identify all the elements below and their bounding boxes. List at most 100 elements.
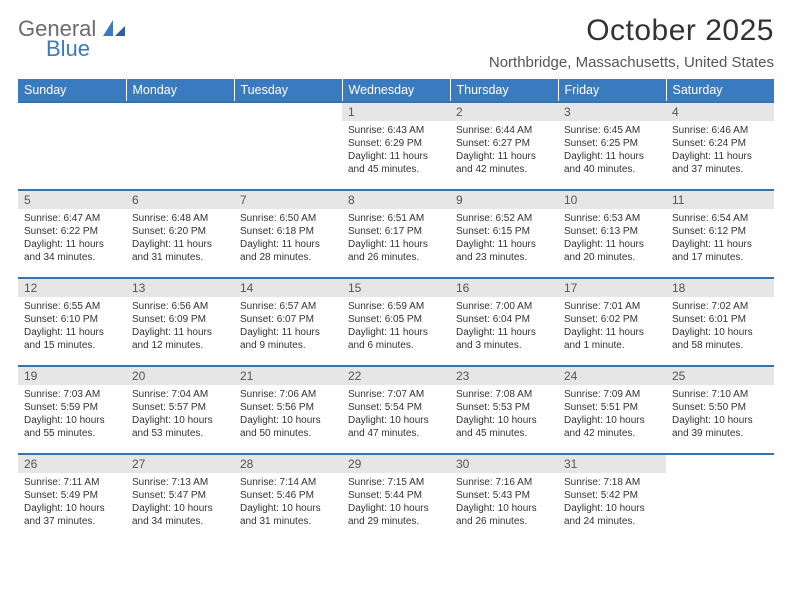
day-details: Sunrise: 7:04 AMSunset: 5:57 PMDaylight:… (126, 385, 234, 444)
day-details: Sunrise: 7:16 AMSunset: 5:43 PMDaylight:… (450, 473, 558, 532)
day-details: Sunrise: 6:57 AMSunset: 6:07 PMDaylight:… (234, 297, 342, 356)
day-cell: 16 Sunrise: 7:00 AMSunset: 6:04 PMDayligh… (450, 278, 558, 366)
daylight-text-2: and 42 minutes. (564, 427, 660, 440)
sunrise-text: Sunrise: 6:44 AM (456, 124, 552, 137)
sunset-text: Sunset: 5:43 PM (456, 489, 552, 502)
week-row: 26Sunrise: 7:11 AMSunset: 5:49 PMDayligh… (18, 454, 774, 542)
day-details: Sunrise: 6:56 AMSunset: 6:09 PMDaylight:… (126, 297, 234, 356)
daylight-text-1: Daylight: 11 hours (564, 326, 660, 339)
day-cell: 10Sunrise: 6:53 AMSunset: 6:13 PMDayligh… (558, 190, 666, 278)
day-cell: 26Sunrise: 7:11 AMSunset: 5:49 PMDayligh… (18, 454, 126, 542)
daylight-text-2: and 58 minutes. (672, 339, 768, 352)
sunset-text: Sunset: 6:15 PM (456, 225, 552, 238)
daylight-text-2: and 55 minutes. (24, 427, 120, 440)
daylight-text-1: Daylight: 11 hours (348, 326, 444, 339)
daylight-text-1: Daylight: 10 hours (348, 414, 444, 427)
week-row: 1Sunrise: 6:43 AMSunset: 6:29 PMDaylight… (18, 102, 774, 190)
day-details: Sunrise: 7:08 AMSunset: 5:53 PMDaylight:… (450, 385, 558, 444)
day-number: 14 (234, 279, 342, 297)
day-number: 25 (666, 367, 774, 385)
day-number: 12 (18, 279, 126, 297)
sunset-text: Sunset: 5:46 PM (240, 489, 336, 502)
sunrise-text: Sunrise: 7:15 AM (348, 476, 444, 489)
daylight-text-1: Daylight: 10 hours (240, 414, 336, 427)
sunrise-text: Sunrise: 7:02 AM (672, 300, 768, 313)
sunrise-text: Sunrise: 6:54 AM (672, 212, 768, 225)
day-details: Sunrise: 6:44 AMSunset: 6:27 PMDaylight:… (450, 121, 558, 180)
daylight-text-1: Daylight: 11 hours (24, 326, 120, 339)
day-number: 16 (450, 279, 558, 297)
day-details: Sunrise: 6:52 AMSunset: 6:15 PMDaylight:… (450, 209, 558, 268)
daylight-text-1: Daylight: 11 hours (240, 238, 336, 251)
day-number: 18 (666, 279, 774, 297)
day-cell: 20Sunrise: 7:04 AMSunset: 5:57 PMDayligh… (126, 366, 234, 454)
day-cell: 9Sunrise: 6:52 AMSunset: 6:15 PMDaylight… (450, 190, 558, 278)
daylight-text-1: Daylight: 11 hours (348, 150, 444, 163)
daylight-text-2: and 20 minutes. (564, 251, 660, 264)
day-cell: 31Sunrise: 7:18 AMSunset: 5:42 PMDayligh… (558, 454, 666, 542)
sunrise-text: Sunrise: 7:14 AM (240, 476, 336, 489)
daylight-text-1: Daylight: 11 hours (456, 326, 552, 339)
sunset-text: Sunset: 5:51 PM (564, 401, 660, 414)
daylight-text-1: Daylight: 11 hours (672, 150, 768, 163)
sunrise-text: Sunrise: 7:03 AM (24, 388, 120, 401)
day-cell: 5Sunrise: 6:47 AMSunset: 6:22 PMDaylight… (18, 190, 126, 278)
daylight-text-2: and 23 minutes. (456, 251, 552, 264)
day-details: Sunrise: 7:07 AMSunset: 5:54 PMDaylight:… (342, 385, 450, 444)
day-cell: 12Sunrise: 6:55 AMSunset: 6:10 PMDayligh… (18, 278, 126, 366)
day-details: Sunrise: 6:54 AMSunset: 6:12 PMDaylight:… (666, 209, 774, 268)
sunset-text: Sunset: 5:57 PM (132, 401, 228, 414)
weekday-header: Friday (558, 79, 666, 102)
header: General Blue October 2025 Northbridge, M… (18, 14, 774, 71)
sunrise-text: Sunrise: 7:06 AM (240, 388, 336, 401)
weekday-header: Thursday (450, 79, 558, 102)
day-number: 10 (558, 191, 666, 209)
daylight-text-2: and 28 minutes. (240, 251, 336, 264)
sunrise-text: Sunrise: 6:47 AM (24, 212, 120, 225)
day-number: 20 (126, 367, 234, 385)
sunrise-text: Sunrise: 7:00 AM (456, 300, 552, 313)
sunset-text: Sunset: 6:10 PM (24, 313, 120, 326)
day-cell: 28Sunrise: 7:14 AMSunset: 5:46 PMDayligh… (234, 454, 342, 542)
sunrise-text: Sunrise: 6:52 AM (456, 212, 552, 225)
day-details: Sunrise: 6:53 AMSunset: 6:13 PMDaylight:… (558, 209, 666, 268)
month-title: October 2025 (489, 14, 774, 48)
sunset-text: Sunset: 6:29 PM (348, 137, 444, 150)
day-cell: 29Sunrise: 7:15 AMSunset: 5:44 PMDayligh… (342, 454, 450, 542)
day-cell: 22Sunrise: 7:07 AMSunset: 5:54 PMDayligh… (342, 366, 450, 454)
sunset-text: Sunset: 6:04 PM (456, 313, 552, 326)
daylight-text-1: Daylight: 10 hours (24, 502, 120, 515)
sunset-text: Sunset: 6:02 PM (564, 313, 660, 326)
daylight-text-2: and 34 minutes. (132, 515, 228, 528)
day-cell: 2Sunrise: 6:44 AMSunset: 6:27 PMDaylight… (450, 102, 558, 190)
daylight-text-1: Daylight: 10 hours (672, 326, 768, 339)
day-number: 24 (558, 367, 666, 385)
daylight-text-2: and 53 minutes. (132, 427, 228, 440)
day-cell: 6Sunrise: 6:48 AMSunset: 6:20 PMDaylight… (126, 190, 234, 278)
daylight-text-2: and 15 minutes. (24, 339, 120, 352)
day-details: Sunrise: 7:01 AMSunset: 6:02 PMDaylight:… (558, 297, 666, 356)
sunset-text: Sunset: 6:12 PM (672, 225, 768, 238)
day-details: Sunrise: 6:46 AMSunset: 6:24 PMDaylight:… (666, 121, 774, 180)
daylight-text-1: Daylight: 11 hours (24, 238, 120, 251)
sunset-text: Sunset: 5:53 PM (456, 401, 552, 414)
sunrise-text: Sunrise: 6:57 AM (240, 300, 336, 313)
day-number: 29 (342, 455, 450, 473)
daylight-text-2: and 39 minutes. (672, 427, 768, 440)
day-number: 27 (126, 455, 234, 473)
weekday-header: Tuesday (234, 79, 342, 102)
daylight-text-2: and 29 minutes. (348, 515, 444, 528)
day-details: Sunrise: 7:03 AMSunset: 5:59 PMDaylight:… (18, 385, 126, 444)
daylight-text-2: and 45 minutes. (348, 163, 444, 176)
daylight-text-1: Daylight: 11 hours (564, 238, 660, 251)
day-cell (18, 102, 126, 190)
logo-text-blue: Blue (46, 38, 125, 60)
sunrise-text: Sunrise: 7:10 AM (672, 388, 768, 401)
day-number: 8 (342, 191, 450, 209)
day-details: Sunrise: 6:59 AMSunset: 6:05 PMDaylight:… (342, 297, 450, 356)
sunset-text: Sunset: 6:09 PM (132, 313, 228, 326)
day-number: 5 (18, 191, 126, 209)
day-cell: 8Sunrise: 6:51 AMSunset: 6:17 PMDaylight… (342, 190, 450, 278)
sunrise-text: Sunrise: 6:48 AM (132, 212, 228, 225)
sunset-text: Sunset: 6:01 PM (672, 313, 768, 326)
